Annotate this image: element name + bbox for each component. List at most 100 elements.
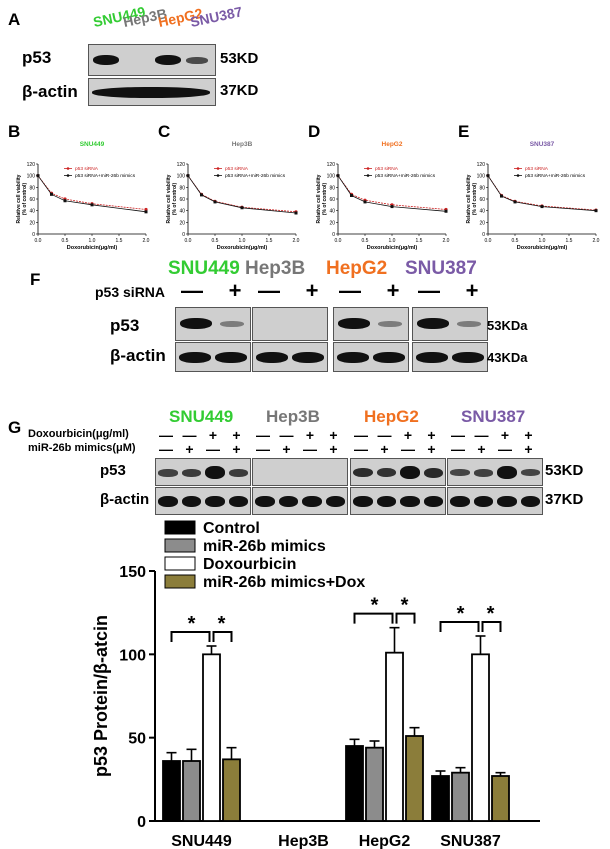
band [452, 352, 484, 363]
x-tick-label: 0.0 [485, 238, 492, 244]
viability-chart-b: SNU449 0 20 40 60 80 100 120 0.0 0.5 1.0 1.5 2.0 Doxo… [16, 141, 150, 251]
panel-g-cell-snu449: SNU449 [169, 407, 234, 426]
y-tick-label: 20 [479, 220, 485, 226]
y-tick-label: 0 [32, 232, 35, 238]
panel-f-kd-actin: 43KDa [487, 350, 528, 365]
panel-g-blot-p53 [252, 458, 348, 486]
panel-f-cell-snu387: SNU387 [405, 258, 477, 279]
series-line-mimics [37, 175, 147, 213]
band [520, 496, 540, 507]
panel-label-g: G [8, 418, 22, 437]
panel-f-sign: — [181, 278, 203, 303]
x-tick-label: 0.5 [362, 238, 369, 244]
y-tick-label: 60 [479, 197, 485, 203]
y-tick-label: 120 [27, 162, 36, 168]
bar [491, 775, 510, 822]
panel-g-sign-mimics: + [477, 441, 486, 457]
x-tick-label: 1.0 [239, 238, 246, 244]
panel-a-blot-actin [88, 78, 216, 106]
panel-a-blot-p53 [88, 44, 216, 76]
y-axis-label: Relative cell viability(% of control) [316, 174, 328, 223]
panel-f-blot-actin [333, 342, 409, 372]
band [400, 496, 420, 507]
panel-f-treatment-label: p53 siRNA [95, 284, 166, 300]
y-tick-label: 120 [177, 162, 186, 168]
band [376, 468, 396, 478]
panel-g-sign-mimics: — [401, 441, 415, 457]
panel-f-sign: + [386, 278, 400, 303]
bar [385, 651, 404, 822]
band [205, 466, 225, 479]
band [180, 318, 212, 329]
y-tick-label: 50 [128, 731, 146, 748]
significance-star: * [188, 613, 196, 635]
x-axis-label: Doxorubicin(μg/ml) [67, 245, 118, 251]
bar [431, 775, 450, 822]
band [179, 352, 211, 363]
panel-f-row-p53: p53 [110, 316, 140, 335]
band [497, 496, 517, 507]
panel-a-kd-p53: 53KD [220, 50, 259, 67]
panel-g-sign-mimics: + [380, 441, 389, 457]
y-tick-label: 20 [29, 220, 35, 226]
x-tick-label: 1.5 [266, 238, 273, 244]
y-tick-label: 40 [329, 209, 335, 215]
panel-g-cell-snu387: SNU387 [461, 407, 526, 426]
band [376, 496, 396, 507]
panel-g-sign-dox: — [279, 427, 294, 443]
panel-g-sign-dox: + [524, 427, 533, 443]
panel-f-sign: — [418, 278, 440, 303]
legend-swatch [164, 520, 196, 535]
viability-title: SNU387 [530, 141, 555, 148]
y-tick-label: 100 [327, 174, 336, 180]
panel-g-sign-mimics: — [498, 441, 512, 457]
x-tick-label: Hep3B [278, 833, 329, 849]
legend-marker [516, 167, 520, 170]
band [181, 496, 201, 507]
y-tick-label: 20 [329, 220, 335, 226]
panel-g-blot-p53 [155, 458, 251, 486]
y-tick-label: 80 [29, 185, 35, 191]
panel-f-row-actin: β-actin [110, 346, 166, 365]
panel-g-sign-mimics: — [159, 441, 173, 457]
band [400, 466, 420, 479]
bar [405, 735, 424, 822]
data-point [50, 192, 53, 196]
x-tick-label: 0.0 [335, 238, 342, 244]
band [302, 496, 322, 507]
panel-f-blot-actin [175, 342, 251, 372]
panel-g-sign-mimics: — [303, 441, 317, 457]
panel-g-sign-mimics: + [282, 441, 291, 457]
panel-g-sign-mimics: + [427, 441, 436, 457]
legend-label: Control [203, 520, 260, 537]
significance-bracket [170, 631, 211, 642]
legend-label: p53 siRNA [525, 166, 549, 172]
data-point [513, 200, 517, 204]
band [158, 496, 178, 507]
panel-g-sign-dox: + [329, 427, 338, 443]
data-point [390, 205, 394, 209]
panel-f-blot-p53 [412, 307, 488, 341]
y-tick-label: 80 [179, 185, 185, 191]
data-point [336, 174, 340, 178]
panel-g-sign-dox: — [159, 427, 173, 443]
x-tick-label: 1.5 [116, 238, 123, 244]
bar [451, 771, 470, 822]
x-tick-label: 1.0 [389, 238, 396, 244]
y-tick-label: 60 [329, 197, 335, 203]
viability-title: SNU449 [80, 141, 105, 148]
bar [365, 746, 384, 822]
y-tick-label: 120 [477, 162, 486, 168]
band [215, 352, 247, 363]
y-tick-label: 0 [137, 814, 146, 831]
band [423, 496, 443, 507]
legend-label: p53 siRNA [225, 166, 249, 172]
band [473, 469, 493, 477]
panel-g-sign-dox: — [474, 427, 489, 443]
viability-title: HepG2 [382, 141, 403, 148]
y-tick-label: 60 [29, 197, 35, 203]
legend-swatch [164, 538, 196, 553]
bar [202, 653, 221, 822]
significance-star: * [401, 595, 409, 617]
